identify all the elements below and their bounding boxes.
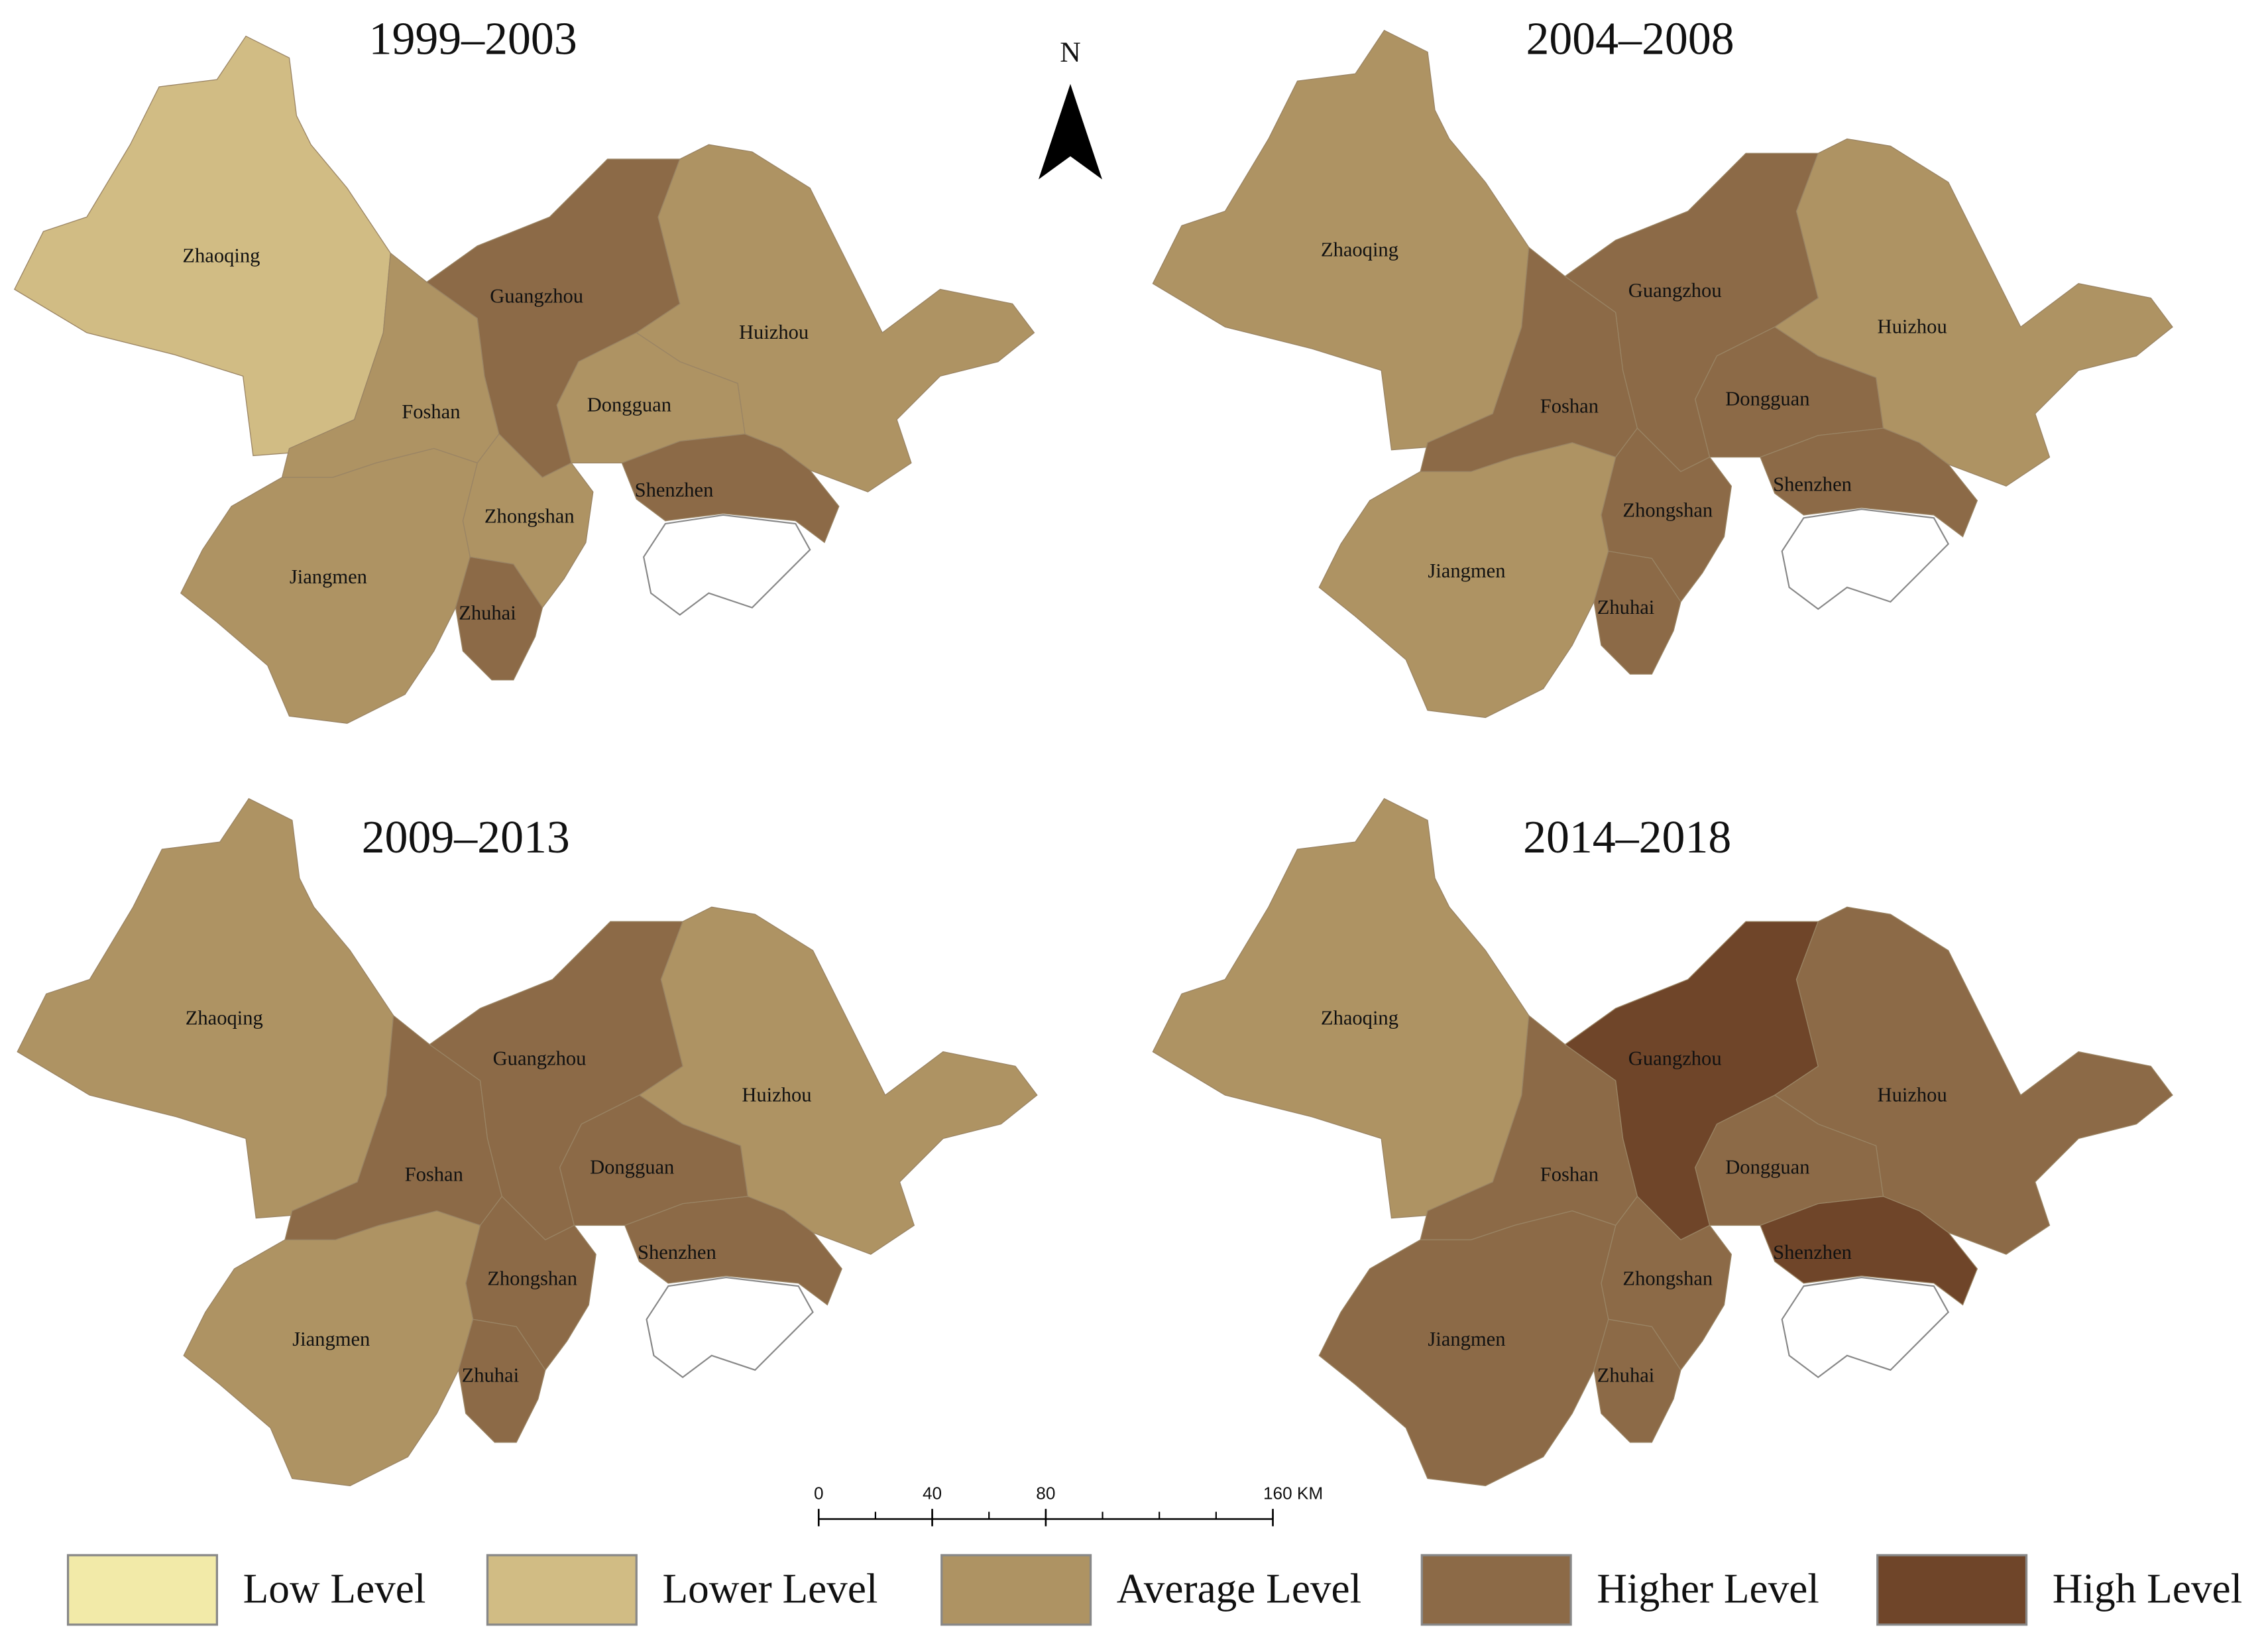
city-label: Huizhou: [739, 321, 809, 343]
hong-kong-outline: [643, 514, 811, 616]
city-label: Zhaoqing: [182, 244, 260, 266]
north-label: N: [1060, 36, 1081, 68]
city-region: [1760, 1196, 1978, 1306]
city-label: Dongguan: [587, 393, 671, 416]
city-region: [455, 556, 543, 681]
city-region: [180, 447, 478, 724]
city-label: Shenzhen: [1773, 473, 1852, 495]
legend-swatch: [1420, 1554, 1572, 1626]
city-label: Dongguan: [590, 1155, 674, 1178]
map-panel: 2014–2018 Zhaoqing Foshan Guangzhou Huizhou D…: [1152, 797, 2173, 1486]
legend-swatch: [66, 1554, 219, 1626]
city-label: Shenzhen: [1773, 1241, 1852, 1263]
hong-kong-outline: [646, 1276, 814, 1378]
legend-label: Higher Level: [1597, 1565, 1819, 1612]
panel-title: 1999–2003: [369, 14, 577, 65]
legend-label: Lower Level: [663, 1565, 878, 1612]
city-region: [1760, 428, 1978, 538]
legend-label: Low Level: [243, 1565, 426, 1612]
city-label: Dongguan: [1725, 388, 1809, 410]
city-label: Foshan: [405, 1163, 463, 1185]
city-label: Zhongshan: [1622, 1267, 1713, 1289]
city-label: Zhongshan: [1622, 499, 1713, 522]
city-label: Foshan: [1540, 394, 1599, 417]
city-label: Shenzhen: [638, 1241, 716, 1263]
panel-title: 2004–2008: [1526, 14, 1734, 65]
city-label: Jiangmen: [1428, 1328, 1505, 1350]
city-region: [1152, 29, 1530, 451]
city-region: [183, 1210, 481, 1486]
city-region: [13, 35, 391, 457]
city-label: Zhuhai: [459, 602, 516, 624]
scale-bar-label: 0: [814, 1483, 824, 1503]
north-arrow-shape: [1038, 84, 1102, 180]
city-region: [621, 434, 840, 544]
city-label: Zhuhai: [1597, 596, 1655, 618]
legend-swatch: [486, 1554, 638, 1626]
city-label: Jiangmen: [290, 565, 367, 588]
city-region: [1593, 1319, 1681, 1443]
city-label: Zhaoqing: [1321, 1007, 1398, 1029]
city-label: Jiangmen: [292, 1328, 370, 1350]
legend-swatch: [940, 1554, 1092, 1626]
city-region: [1318, 442, 1616, 719]
legend-label: Average Level: [1117, 1565, 1361, 1612]
scale-bar-label: 40: [923, 1483, 942, 1503]
legend-swatch: [1876, 1554, 2028, 1626]
north-arrow: N: [1038, 36, 1102, 180]
city-label: Huizhou: [742, 1083, 811, 1106]
city-label: Zhaoqing: [186, 1007, 263, 1029]
panel-title: 2014–2018: [1523, 812, 1731, 863]
city-label: Zhongshan: [487, 1267, 577, 1289]
city-label: Dongguan: [1725, 1155, 1809, 1178]
city-label: Zhongshan: [484, 504, 575, 527]
city-label: Foshan: [402, 400, 460, 423]
city-label: Guangzhou: [1628, 279, 1722, 302]
city-region: [17, 797, 394, 1219]
city-region: [1152, 797, 1530, 1219]
city-label: Zhaoqing: [1321, 239, 1398, 261]
scale-bar-label: 80: [1036, 1483, 1055, 1503]
panel-title: 2009–2013: [362, 812, 570, 863]
city-label: Huizhou: [1878, 315, 1947, 337]
legend-label: High Level: [2053, 1565, 2242, 1612]
map-panel: 2009–2013 Zhaoqing Foshan Guangzhou Huizhou D…: [17, 797, 1038, 1486]
city-label: Shenzhen: [635, 479, 714, 501]
city-label: Guangzhou: [493, 1047, 587, 1070]
hong-kong-outline: [1781, 1276, 1950, 1378]
map-panel: 1999–2003 Zhaoqing Foshan Guangzhou Huizhou D…: [13, 14, 1035, 724]
hong-kong-outline: [1781, 508, 1950, 611]
city-region: [458, 1319, 546, 1443]
city-label: Huizhou: [1878, 1083, 1947, 1106]
scale-bar-label: 160 KM: [1263, 1483, 1323, 1503]
city-label: Guangzhou: [490, 285, 583, 308]
city-label: Zhuhai: [1597, 1364, 1655, 1387]
city-region: [1593, 550, 1681, 675]
city-label: Zhuhai: [462, 1364, 520, 1387]
map-panel: 2004–2008 Zhaoqing Foshan Guangzhou Huizhou D…: [1152, 14, 2173, 719]
city-label: Foshan: [1540, 1163, 1599, 1185]
city-label: Guangzhou: [1628, 1047, 1722, 1070]
city-region: [624, 1196, 842, 1306]
city-label: Jiangmen: [1428, 559, 1505, 582]
city-region: [1318, 1210, 1616, 1486]
